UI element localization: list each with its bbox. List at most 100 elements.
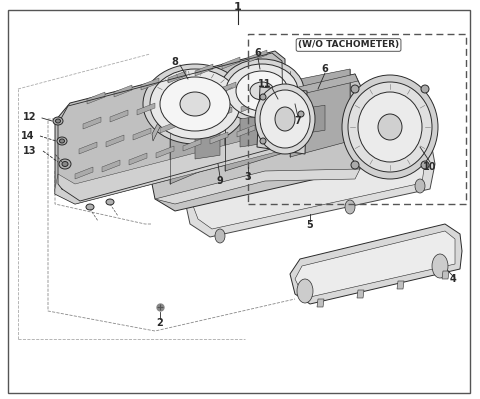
Polygon shape [155, 169, 360, 204]
Polygon shape [170, 81, 225, 184]
Text: 12: 12 [23, 112, 37, 122]
Polygon shape [191, 89, 209, 101]
Text: 13: 13 [23, 146, 37, 156]
Polygon shape [185, 127, 435, 237]
Ellipse shape [180, 92, 210, 116]
Ellipse shape [260, 94, 266, 100]
Polygon shape [218, 82, 236, 94]
Text: 3: 3 [245, 172, 252, 182]
Polygon shape [150, 74, 362, 211]
Ellipse shape [415, 179, 425, 193]
Polygon shape [55, 129, 285, 204]
Polygon shape [397, 281, 404, 289]
Polygon shape [87, 92, 105, 104]
Text: 14: 14 [21, 131, 35, 141]
Polygon shape [79, 142, 97, 154]
Ellipse shape [59, 159, 71, 169]
Polygon shape [249, 50, 267, 62]
Polygon shape [156, 146, 174, 158]
Ellipse shape [275, 107, 295, 131]
Ellipse shape [297, 279, 313, 303]
Polygon shape [164, 96, 182, 108]
Polygon shape [240, 115, 270, 147]
Ellipse shape [378, 114, 402, 140]
Text: 6: 6 [322, 64, 328, 74]
Polygon shape [75, 167, 93, 179]
Ellipse shape [255, 84, 315, 154]
Polygon shape [106, 135, 124, 147]
Ellipse shape [260, 90, 310, 148]
Ellipse shape [220, 59, 304, 123]
Ellipse shape [60, 139, 64, 143]
Text: 11: 11 [258, 79, 272, 89]
Ellipse shape [351, 161, 359, 169]
Ellipse shape [410, 122, 420, 136]
Ellipse shape [236, 71, 288, 111]
Polygon shape [317, 299, 324, 307]
Ellipse shape [57, 137, 67, 145]
Polygon shape [102, 160, 120, 172]
Text: 9: 9 [216, 176, 223, 186]
Ellipse shape [298, 111, 304, 117]
Polygon shape [110, 110, 128, 122]
Ellipse shape [351, 85, 359, 93]
Ellipse shape [421, 161, 429, 169]
Ellipse shape [226, 64, 298, 118]
Polygon shape [290, 69, 350, 157]
Ellipse shape [342, 75, 438, 179]
Text: 1: 1 [234, 2, 242, 12]
Ellipse shape [250, 82, 274, 100]
Polygon shape [187, 114, 205, 126]
Ellipse shape [215, 229, 225, 243]
Polygon shape [222, 57, 240, 69]
Text: 6: 6 [254, 48, 262, 58]
Ellipse shape [348, 82, 432, 172]
Text: 10: 10 [423, 162, 437, 172]
Text: 4: 4 [450, 274, 456, 284]
Ellipse shape [143, 64, 247, 144]
Text: (W/O TACHOMETER): (W/O TACHOMETER) [298, 41, 399, 49]
Polygon shape [192, 134, 425, 229]
Polygon shape [183, 139, 201, 151]
Polygon shape [357, 290, 364, 298]
Polygon shape [133, 128, 151, 140]
Polygon shape [152, 74, 358, 141]
Ellipse shape [62, 162, 68, 166]
Bar [248, 34, 466, 204]
Ellipse shape [345, 200, 355, 214]
Text: 2: 2 [156, 318, 163, 328]
Ellipse shape [150, 69, 240, 139]
Polygon shape [442, 271, 449, 279]
Text: 8: 8 [171, 57, 179, 67]
Polygon shape [237, 125, 255, 137]
Polygon shape [137, 103, 155, 115]
Polygon shape [195, 64, 213, 76]
Text: 5: 5 [307, 220, 313, 230]
Polygon shape [168, 71, 186, 83]
Ellipse shape [160, 77, 230, 131]
Text: 7: 7 [295, 116, 301, 126]
Polygon shape [114, 85, 132, 97]
Polygon shape [210, 132, 228, 144]
Ellipse shape [260, 138, 266, 144]
Ellipse shape [106, 199, 114, 205]
Polygon shape [160, 121, 178, 133]
Polygon shape [141, 78, 159, 90]
Polygon shape [241, 100, 259, 112]
Polygon shape [290, 224, 462, 304]
Polygon shape [195, 125, 220, 159]
Ellipse shape [358, 92, 422, 162]
Ellipse shape [86, 204, 94, 210]
Ellipse shape [56, 119, 60, 123]
Polygon shape [129, 153, 147, 165]
Polygon shape [83, 117, 101, 129]
Polygon shape [55, 51, 285, 204]
Ellipse shape [432, 254, 448, 278]
Polygon shape [300, 105, 325, 134]
Ellipse shape [53, 117, 63, 125]
Ellipse shape [421, 85, 429, 93]
Polygon shape [245, 75, 263, 87]
Polygon shape [295, 231, 455, 297]
Polygon shape [257, 87, 307, 154]
Polygon shape [214, 107, 232, 119]
